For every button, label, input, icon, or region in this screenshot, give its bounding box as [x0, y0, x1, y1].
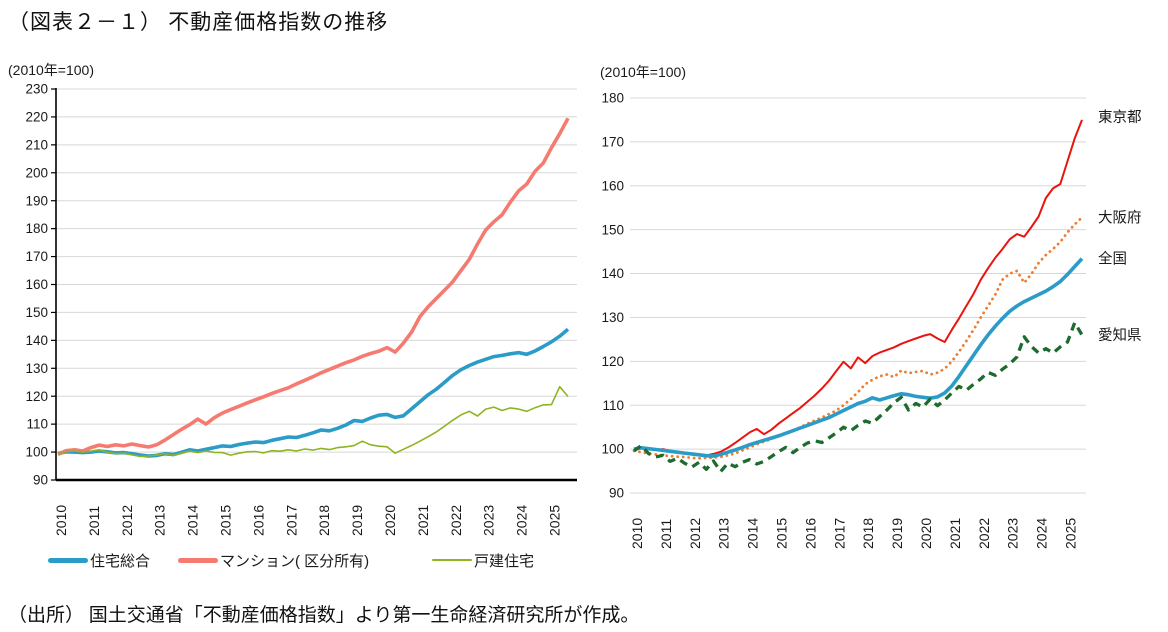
source-note: （出所） 国土交通省「不動産価格指数」より第一生命経済研究所が作成。 [8, 605, 640, 626]
legend-line-swatch [432, 559, 472, 561]
series-line-3 [633, 257, 1084, 458]
x-axis-tick-label: 2011 [658, 519, 674, 549]
x-axis-tick-label: 2013 [152, 505, 168, 536]
y-axis-tick-label: 170 [601, 134, 624, 149]
x-axis-tick-label: 2012 [687, 518, 703, 549]
y-axis-tick-label: 140 [25, 333, 48, 348]
y-axis-tick-label: 110 [26, 417, 48, 432]
x-axis-tick-label: 2013 [716, 518, 732, 549]
left-chart-legend: 住宅総合 マンション( 区分所有) 戸建住宅 [0, 549, 600, 573]
x-axis-tick-label: 2020 [382, 505, 398, 536]
y-axis-tick-label: 120 [601, 354, 624, 369]
series-end-label: 大阪府 [1098, 209, 1142, 226]
y-axis-tick-label: 150 [601, 222, 624, 237]
x-axis-tick-label: 2023 [481, 505, 497, 536]
x-axis-tick-label: 2022 [448, 505, 464, 536]
y-axis-tick-label: 190 [25, 193, 48, 208]
y-axis-tick-label: 140 [601, 266, 624, 281]
series-end-label: 全国 [1098, 250, 1127, 268]
series-line-4 [633, 321, 1084, 474]
y-axis-tick-label: 100 [25, 445, 48, 460]
legend-item-2: マンション( 区分所有) [178, 549, 369, 571]
series-line-1 [57, 327, 570, 458]
legend-line-swatch [178, 557, 218, 563]
y-axis-tick-label: 220 [25, 110, 48, 125]
x-axis-tick-label: 2010 [53, 505, 69, 536]
x-axis-tick-label: 2017 [283, 505, 299, 536]
x-axis-tick-label: 2019 [889, 518, 905, 549]
x-axis-tick-label: 2015 [218, 505, 234, 536]
x-axis-tick-label: 2024 [1034, 518, 1050, 549]
legend-line-swatch [48, 557, 88, 563]
y-axis-tick-label: 180 [25, 221, 48, 236]
y-axis-tick-label: 110 [602, 398, 624, 413]
x-axis-tick-label: 2021 [415, 505, 431, 536]
x-axis-tick-label: 2018 [860, 518, 876, 549]
y-axis-tick-label: 100 [601, 442, 624, 457]
y-axis-tick-label: 200 [25, 165, 48, 180]
x-axis-tick-label: 2018 [316, 505, 332, 536]
y-axis-tick-label: 130 [601, 310, 624, 325]
y-axis-tick-label: 160 [601, 178, 624, 193]
legend-item-1: 住宅総合 [48, 549, 150, 571]
series-line-2 [57, 117, 570, 456]
x-axis-tick-label: 2019 [349, 505, 365, 536]
x-axis-tick-label: 2016 [802, 518, 818, 549]
x-axis-tick-label: 2016 [250, 505, 266, 536]
series-end-label: 東京都 [1098, 109, 1142, 126]
legend-label: 住宅総合 [90, 552, 151, 570]
x-axis-tick-label: 2021 [947, 518, 963, 549]
x-axis-tick-label: 2022 [976, 518, 992, 549]
y-axis-tick-label: 170 [25, 249, 48, 264]
x-axis-tick-label: 2010 [629, 518, 645, 549]
series-line-1 [633, 119, 1083, 457]
x-axis-tick-label: 2025 [547, 505, 563, 536]
y-axis-tick-label: 230 [25, 82, 48, 97]
right-chart-unit-label: (2010年=100) [600, 64, 687, 80]
x-axis-tick-label: 2014 [185, 505, 201, 536]
series-line-2 [632, 215, 1084, 460]
x-axis-tick-label: 2025 [1063, 518, 1079, 549]
figure-title: （図表２－１） 不動産価格指数の推移 [8, 10, 389, 34]
y-axis-tick-label: 120 [25, 389, 48, 404]
y-axis-tick-label: 180 [601, 91, 624, 106]
y-axis-tick-label: 90 [609, 486, 624, 501]
x-axis-tick-label: 2014 [745, 518, 761, 549]
x-axis-tick-label: 2024 [514, 505, 530, 536]
legend-label: マンション( 区分所有) [220, 552, 370, 570]
y-axis-tick-label: 150 [25, 305, 48, 320]
left-chart-unit-label: (2010年=100) [8, 62, 95, 78]
y-axis-tick-label: 90 [33, 473, 48, 488]
y-axis-tick-label: 130 [25, 361, 48, 376]
y-axis-tick-label: 160 [25, 277, 48, 292]
x-axis-tick-label: 2017 [831, 518, 847, 549]
x-axis-tick-label: 2012 [119, 505, 135, 536]
y-axis-tick-label: 210 [25, 137, 48, 152]
x-axis-tick-label: 2023 [1005, 518, 1021, 549]
x-axis-tick-label: 2011 [86, 506, 102, 536]
legend-label: 戸建住宅 [474, 552, 535, 570]
series-line-3 [57, 385, 569, 458]
x-axis-tick-label: 2020 [918, 518, 934, 549]
x-axis-tick-label: 2015 [774, 518, 790, 549]
legend-item-3: 戸建住宅 [432, 549, 534, 571]
series-end-label: 愛知県 [1098, 327, 1142, 344]
